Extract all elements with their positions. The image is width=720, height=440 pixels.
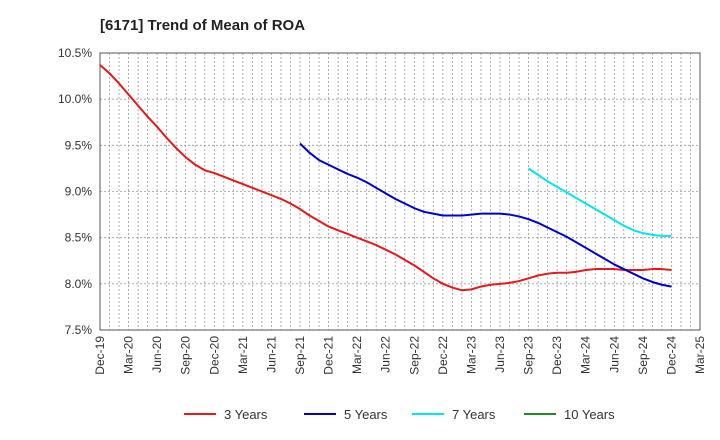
- x-tick-label: Mar-20: [122, 336, 136, 374]
- y-tick-label: 8.5%: [65, 231, 93, 245]
- series-line-7-years: [528, 167, 672, 237]
- x-tick-label: Sep-23: [522, 336, 536, 375]
- x-tick-label: Dec-23: [550, 336, 564, 375]
- chart-title: [6171] Trend of Mean of ROA: [100, 17, 305, 34]
- x-tick-label: Mar-22: [350, 336, 364, 374]
- x-axis: Dec-19 Mar-20 Jun-20 Sep-20 Dec-20 Mar-21 Jun-…: [93, 336, 707, 375]
- legend-label-10-years: 10 Years: [564, 407, 615, 422]
- y-tick-label: 10.0%: [58, 92, 92, 106]
- y-tick-label: 10.5%: [58, 46, 92, 60]
- legend: 3 Years 5 Years 7 Years 10 Years: [184, 407, 615, 422]
- x-tick-label: Dec-22: [436, 336, 450, 375]
- x-tick-label: Mar-25: [693, 336, 707, 374]
- x-tick-label: Dec-20: [207, 336, 221, 375]
- y-axis: 7.5% 8.0% 8.5% 9.0% 9.5% 10.0% 10.5%: [58, 46, 92, 337]
- series-line-3-years: [99, 64, 672, 292]
- x-tick-label: Mar-23: [464, 336, 478, 374]
- x-tick-label: Mar-21: [236, 336, 250, 374]
- legend-label-7-years: 7 Years: [452, 407, 496, 422]
- y-tick-label: 9.0%: [65, 185, 93, 199]
- x-tick-label: Jun-21: [264, 336, 278, 373]
- x-tick-label: Mar-24: [579, 336, 593, 374]
- x-tick-label: Jun-23: [493, 336, 507, 373]
- legend-label-3-years: 3 Years: [224, 407, 268, 422]
- legend-label-5-years: 5 Years: [344, 407, 388, 422]
- y-tick-label: 9.5%: [65, 138, 93, 152]
- y-tick-label: 8.0%: [65, 277, 93, 291]
- x-tick-label: Sep-24: [636, 336, 650, 375]
- x-tick-label: Jun-20: [150, 336, 164, 373]
- x-tick-label: Jun-24: [607, 336, 621, 373]
- x-tick-label: Sep-21: [293, 336, 307, 375]
- y-tick-label: 7.5%: [65, 323, 93, 337]
- x-tick-label: Dec-21: [322, 336, 336, 375]
- x-tick-label: Sep-22: [407, 336, 421, 375]
- series-lines: [99, 64, 672, 292]
- x-tick-label: Sep-20: [179, 336, 193, 375]
- x-tick-label: Dec-24: [664, 336, 678, 375]
- grid-lines: [100, 53, 700, 330]
- x-tick-label: Jun-22: [379, 336, 393, 373]
- plot-area: [99, 52, 701, 331]
- x-tick-label: Dec-19: [93, 336, 107, 375]
- series-line-5-years: [299, 142, 672, 288]
